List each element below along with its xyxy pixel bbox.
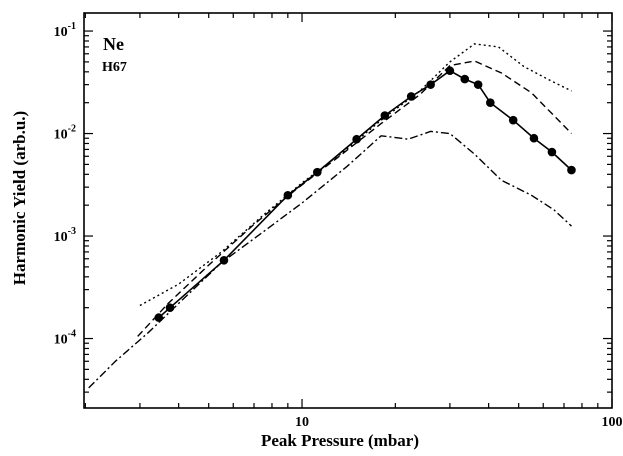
y-tick-label: 10-1	[54, 21, 76, 40]
annotation-harmonic: H67	[102, 60, 127, 75]
y-tick-label: 10-3	[54, 226, 76, 245]
y-ticks: 10-4 10-3 10-2 10-1	[54, 21, 612, 393]
series-layer	[88, 43, 576, 389]
series-line-dotted	[139, 43, 572, 307]
data-point	[460, 74, 470, 84]
data-point	[567, 165, 576, 175]
y-tick-label: 10-2	[54, 124, 76, 143]
y-axis-label: Harmonic Yield (arb.u.)	[10, 111, 29, 285]
data-point	[508, 115, 518, 125]
data-point	[165, 303, 175, 312]
data-point	[473, 80, 483, 89]
x-tick-label: 10	[295, 415, 309, 430]
x-ticks: 10 100	[84, 13, 623, 430]
annotation-element: Ne	[103, 34, 124, 54]
x-tick-label: 100	[602, 415, 623, 430]
series-line-solid-markers	[158, 69, 573, 319]
data-point	[529, 133, 539, 143]
plot-border	[83, 12, 613, 409]
data-point	[352, 134, 361, 144]
data-point	[486, 98, 495, 107]
x-axis-label: Peak Pressure (mbar)	[261, 431, 419, 450]
plot-frame	[83, 12, 613, 409]
data-point	[547, 147, 557, 157]
series-line-dash-dot	[88, 130, 572, 389]
y-tick-label: 10-4	[54, 329, 76, 348]
series-line-dashed	[137, 60, 572, 337]
data-point	[380, 111, 390, 120]
